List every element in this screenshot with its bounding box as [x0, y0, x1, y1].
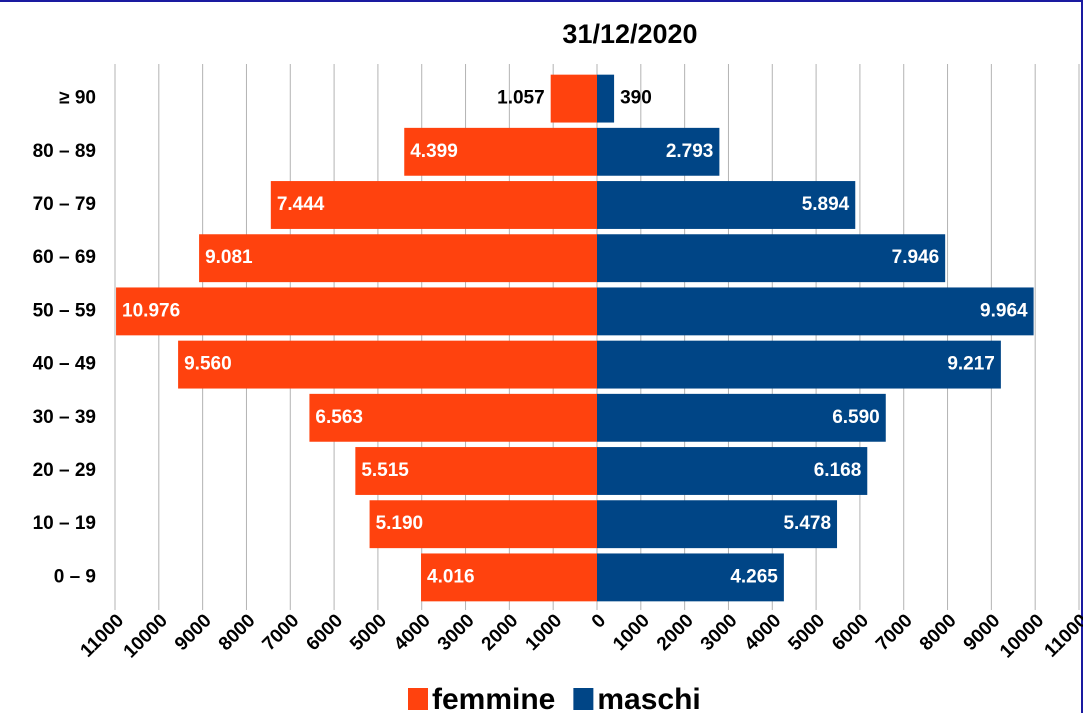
- bar: [116, 287, 597, 336]
- bar: [270, 181, 597, 229]
- x-tick-label: 3000: [434, 610, 479, 655]
- data-label: 5.190: [376, 513, 424, 534]
- data-label: 4.399: [410, 141, 458, 162]
- x-tick-label: 6000: [828, 610, 873, 655]
- bar: [597, 181, 856, 229]
- data-label: 4.265: [730, 566, 778, 587]
- y-tick-label: 80 – 89: [33, 141, 96, 162]
- y-tick-label: 0 – 9: [54, 566, 96, 587]
- x-tick-label: 11000: [1041, 610, 1083, 661]
- x-tick-label: 3000: [697, 610, 742, 655]
- x-tick-label: 7000: [259, 610, 304, 655]
- data-label: 9.081: [205, 247, 253, 268]
- x-tick-label: 8000: [215, 610, 260, 655]
- data-label: 1.057: [497, 88, 545, 109]
- x-tick-label: 8000: [916, 610, 961, 655]
- x-tick-label: 6000: [302, 610, 347, 655]
- x-tick-label: 10000: [120, 610, 172, 662]
- x-tick-label: 9000: [171, 610, 216, 655]
- data-label: 4.016: [427, 566, 475, 587]
- data-label: 5.478: [783, 513, 831, 534]
- bar: [597, 500, 838, 549]
- y-tick-label: ≥ 90: [59, 88, 96, 109]
- x-tick-label: 4000: [741, 610, 786, 655]
- data-label: 2.793: [666, 141, 714, 162]
- bar: [369, 500, 597, 549]
- legend-label: femmine: [432, 683, 555, 713]
- bar: [550, 74, 597, 123]
- bar: [597, 127, 720, 176]
- bar: [597, 553, 784, 602]
- data-label: 6.590: [832, 407, 880, 428]
- legend-swatch: [573, 688, 594, 710]
- x-tick-label: 1000: [609, 610, 654, 655]
- bar: [309, 393, 597, 442]
- x-tick-label: 0: [588, 610, 610, 632]
- bar: [597, 393, 886, 442]
- legend-label: maschi: [597, 683, 700, 713]
- x-tick-label: 2000: [653, 610, 698, 655]
- x-tick-label: 1000: [522, 610, 567, 655]
- bar: [421, 553, 597, 602]
- data-label: 6.563: [315, 407, 363, 428]
- y-tick-label: 30 – 39: [33, 407, 96, 428]
- legend-swatch: [408, 688, 428, 710]
- bar: [199, 234, 597, 283]
- bar: [597, 287, 1034, 336]
- bar: [355, 447, 597, 495]
- bar: [597, 340, 1001, 389]
- data-label: 5.515: [361, 460, 409, 481]
- data-label: 9.964: [980, 300, 1028, 321]
- bar: [597, 447, 868, 495]
- data-label: 9.217: [947, 354, 995, 375]
- bar: [597, 234, 946, 283]
- y-tick-label: 40 – 49: [33, 354, 96, 375]
- y-tick-label: 70 – 79: [33, 194, 96, 215]
- y-tick-label: 50 – 59: [33, 300, 96, 321]
- y-tick-label: 10 – 19: [33, 513, 96, 534]
- data-label: 7.444: [277, 194, 325, 215]
- x-tick-label: 5000: [346, 610, 391, 655]
- bar: [597, 74, 615, 123]
- data-label: 6.168: [814, 460, 862, 481]
- x-tick-label: 5000: [784, 610, 829, 655]
- data-label: 390: [620, 88, 652, 109]
- x-tick-label: 4000: [390, 610, 435, 655]
- data-label: 7.946: [892, 247, 940, 268]
- x-tick-label: 11000: [77, 610, 128, 661]
- data-label: 5.894: [802, 194, 850, 215]
- x-tick-label: 10000: [996, 610, 1048, 662]
- x-tick-label: 2000: [478, 610, 523, 655]
- y-tick-label: 20 – 29: [33, 460, 96, 481]
- bar: [178, 340, 597, 389]
- chart-title: 31/12/2020: [562, 19, 697, 49]
- bar: [404, 127, 597, 176]
- data-label: 9.560: [184, 354, 232, 375]
- x-tick-label: 7000: [872, 610, 917, 655]
- data-label: 10.976: [122, 300, 180, 321]
- y-tick-label: 60 – 69: [33, 247, 96, 268]
